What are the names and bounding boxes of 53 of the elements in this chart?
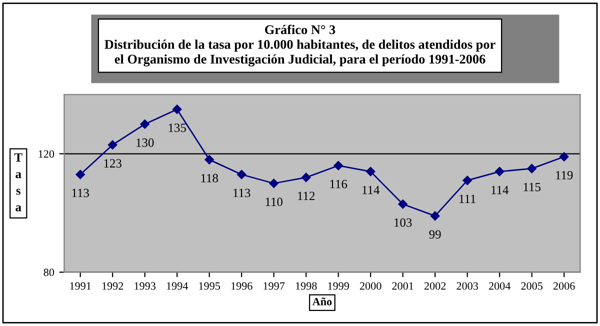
point (398, 199, 408, 209)
x-tick-label: 2001 (392, 282, 414, 290)
x-tick-label: 2005 (521, 282, 542, 290)
point (140, 120, 150, 129)
point (269, 178, 278, 188)
data-label: 119 (556, 171, 573, 180)
point (301, 172, 311, 182)
x-tick-label: 2002 (424, 282, 446, 290)
data-label: 130 (136, 138, 154, 147)
data-label: 123 (104, 159, 122, 168)
x-tick-label: 1991 (70, 282, 91, 290)
x-tick-label: 1995 (199, 282, 220, 290)
point (430, 211, 440, 221)
data-label: 118 (201, 174, 218, 182)
x-tick-label: 1994 (166, 282, 188, 290)
y-axis-title: Tasa (14, 153, 22, 212)
point (494, 166, 504, 176)
data-label: 135 (168, 124, 186, 132)
data-label: 99 (429, 230, 441, 239)
x-tick-label: 1993 (134, 282, 156, 290)
y-tick-label: 120 (38, 150, 54, 158)
data-label: 112 (298, 192, 315, 200)
data-label: 116 (330, 180, 348, 188)
x-tick-label: 2006 (553, 282, 575, 290)
data-label: 111 (460, 194, 476, 203)
point (236, 170, 246, 180)
point (204, 155, 214, 164)
x-tick-label: 1999 (328, 282, 349, 290)
data-label: 115 (524, 182, 540, 192)
data-label: 114 (362, 186, 380, 194)
data-label: 114 (492, 186, 509, 194)
data-label: 110 (266, 198, 282, 206)
x-tick-label: 1996 (231, 282, 252, 290)
chart-title: Gráfico N° 3 Distribución de la tasa por 10.000 habitantes, de delitos atendidos por el Organismo de Investigación Judicial, para el período 1991-2006 (104, 24, 496, 66)
x-axis-title: Año (312, 298, 332, 306)
point (108, 140, 118, 150)
point (334, 160, 343, 170)
data-label: 113 (234, 188, 250, 198)
point (366, 166, 376, 176)
point (527, 164, 536, 174)
point (76, 170, 85, 180)
point (462, 176, 472, 186)
point (172, 104, 182, 114)
y-tick-label: 80 (44, 268, 54, 276)
x-tick-label: 1997 (264, 282, 285, 290)
x-tick-label: 1992 (102, 282, 124, 290)
data-label: 113 (72, 188, 89, 198)
data-label: 103 (394, 218, 412, 227)
point (559, 152, 569, 162)
x-tick-label: 2004 (488, 282, 511, 290)
x-tick-label: 2000 (360, 282, 382, 290)
x-tick-label: 1998 (296, 282, 317, 290)
x-tick-label: 2003 (456, 282, 478, 290)
